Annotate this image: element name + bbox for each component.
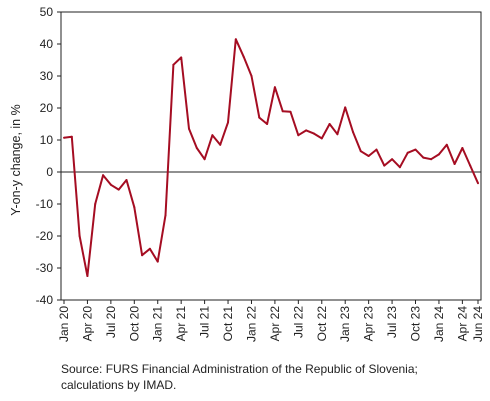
x-tick-label: Apr 23 [362,306,376,342]
data-point [156,260,159,263]
data-point [203,158,206,161]
data-point [312,132,315,135]
data-point [367,155,370,157]
data-point [164,214,167,217]
data-point [422,156,425,159]
series-group [63,38,479,277]
y-tick-label: -40 [36,293,54,307]
x-tick-label: Apr 21 [174,306,188,342]
data-point [227,121,230,124]
data-point [234,38,237,41]
data-point [359,150,362,153]
y-tick-label: 10 [40,133,54,147]
x-tick-label: Apr 24 [455,306,469,342]
data-point [187,127,190,130]
source-note: Source: FURS Financial Administration of… [61,362,418,392]
data-point [383,164,386,167]
data-point [453,163,456,165]
x-tick-label: Oct 22 [315,306,329,342]
data-point [273,86,276,89]
data-point [406,151,409,154]
y-tick-label: 50 [40,5,54,19]
data-point [180,56,183,59]
data-point [94,203,97,205]
y-tick-label: 0 [46,165,53,179]
data-point [375,148,378,151]
data-point [305,129,308,132]
x-tick-label: Jan 23 [338,306,352,342]
data-point [398,166,401,169]
y-axis-label: Y-on-y change, in % [9,104,23,215]
data-point [70,135,73,138]
data-point [148,247,151,250]
data-point [258,116,261,119]
data-point [352,131,355,133]
data-point [437,153,440,156]
data-point [461,147,464,149]
x-tick-label: Jan 20 [57,306,71,342]
x-tick-label: Jan 22 [244,306,258,342]
data-point [195,147,198,149]
y-tick-label: -20 [36,229,54,243]
data-point [242,55,245,58]
data-point [102,174,105,177]
data-point [414,148,417,151]
data-point [172,63,175,66]
data-point [219,143,222,146]
data-point [133,206,136,209]
x-tick-label: Apr 22 [268,306,282,342]
data-point [211,134,214,137]
plot-area-frame [60,11,482,301]
y-tick-label: 20 [40,101,54,115]
y-tick-label: -10 [36,197,54,211]
data-point [391,158,394,161]
data-point [336,133,339,136]
x-axis-ticks: Jan 20 Apr 20 Jul 20 Oct 20 Jan 21 Apr 21 Jul … [57,300,485,342]
x-tick-label: Jan 21 [151,306,165,342]
data-point [445,143,448,146]
data-point [430,158,433,161]
data-point [477,182,479,185]
data-point [117,188,120,191]
y-tick-label: -30 [36,261,54,275]
data-point [344,106,347,109]
data-point [320,137,323,140]
x-tick-label: Jan 24 [432,306,446,342]
x-tick-label: Apr 20 [80,306,94,342]
x-tick-label: Jul 21 [198,306,212,338]
x-tick-label: Jul 23 [385,306,399,338]
data-point [250,75,253,77]
data-point [78,235,81,237]
data-point [63,136,65,139]
data-point [281,110,284,113]
data-point [109,183,112,186]
series-line [63,38,479,277]
data-point [469,164,472,167]
x-tick-label: Jul 20 [104,306,118,338]
data-point [86,275,89,277]
x-tick-label: Oct 20 [127,306,141,342]
data-point [289,110,292,113]
y-tick-label: 30 [40,69,54,83]
data-point [141,254,144,257]
x-tick-label: Oct 21 [221,306,235,342]
data-point [266,123,269,125]
data-point [125,179,128,181]
y-axis-ticks: -40 -30 -20 -10 0 10 20 30 40 50 [36,5,61,307]
data-point [328,123,331,125]
x-tick-label: Jun 24 [471,306,485,342]
x-tick-label: Oct 23 [409,306,423,342]
y-tick-label: 40 [40,37,54,51]
data-point [297,134,300,137]
x-tick-label: Jul 22 [291,306,305,338]
